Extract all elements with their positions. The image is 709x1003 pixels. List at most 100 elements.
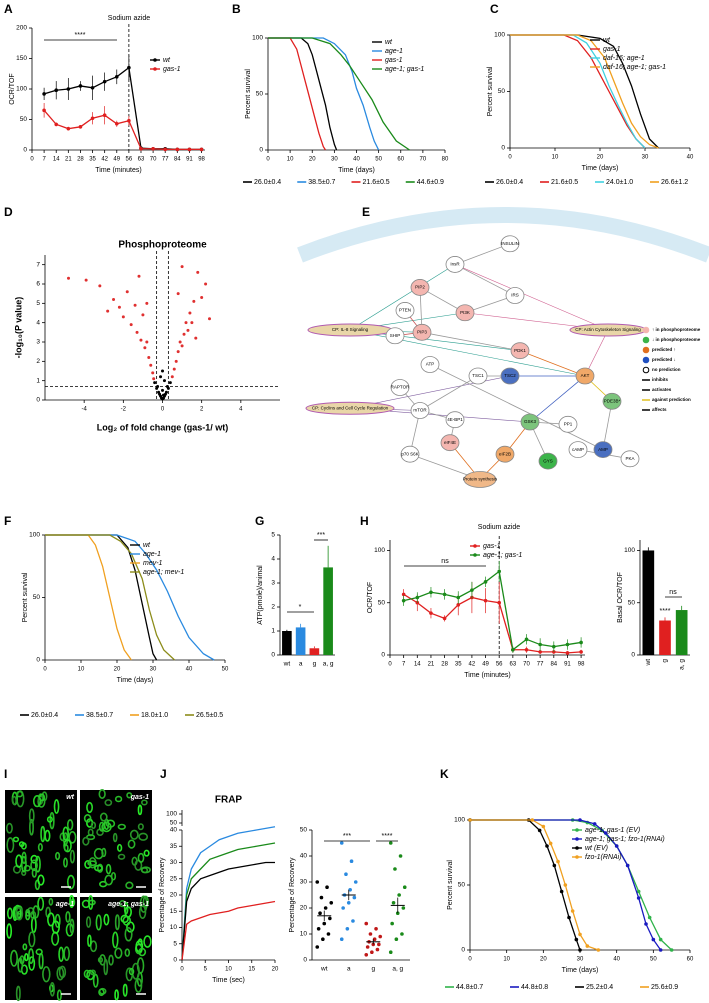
node-label: PKA bbox=[625, 456, 634, 461]
y-tick-label: 100 bbox=[252, 35, 263, 42]
mitochondria bbox=[22, 943, 28, 951]
y-axis-label: Percent survival bbox=[22, 572, 29, 622]
legend-label: age-1; gas-1 (EV) bbox=[585, 827, 640, 834]
mitochondria bbox=[117, 823, 126, 830]
bar bbox=[675, 610, 688, 655]
point bbox=[315, 880, 320, 884]
point bbox=[370, 950, 374, 954]
edge bbox=[529, 375, 586, 423]
mitochondria bbox=[134, 978, 143, 993]
point bbox=[170, 375, 174, 379]
point bbox=[524, 647, 529, 652]
x-tick-label: 40 bbox=[353, 157, 360, 163]
y-tick-label: 0 bbox=[36, 397, 40, 404]
x-tick-label: 14 bbox=[414, 662, 421, 668]
node-label: ATP bbox=[426, 362, 434, 367]
x-tick-label: a, g bbox=[678, 659, 685, 670]
point bbox=[135, 330, 139, 334]
mitochondria bbox=[86, 801, 94, 814]
mitochondria bbox=[25, 911, 31, 921]
y-tick-label: 2 bbox=[36, 358, 40, 365]
y-tick-label: 50 bbox=[256, 91, 264, 98]
mitochondria bbox=[131, 962, 140, 980]
mitochondria bbox=[58, 946, 65, 962]
y-tick-label: 0 bbox=[501, 145, 505, 152]
point bbox=[190, 321, 194, 325]
x-axis-label: Time (days) bbox=[338, 167, 375, 174]
x-tick-label: 0 bbox=[161, 407, 165, 413]
x-tick-label: 42 bbox=[101, 157, 108, 163]
y-axis-label: Percent survival bbox=[487, 66, 494, 116]
point bbox=[133, 303, 137, 307]
x-tick-label: 10 bbox=[225, 967, 232, 973]
mitochondria bbox=[28, 931, 36, 948]
x-tick-label: 10 bbox=[78, 667, 85, 673]
node bbox=[468, 367, 488, 385]
mitochondria bbox=[82, 836, 90, 846]
node bbox=[445, 256, 465, 273]
point bbox=[368, 932, 373, 936]
point bbox=[139, 338, 143, 342]
point bbox=[429, 611, 433, 615]
mitochondria bbox=[117, 853, 126, 860]
median-label: 21.6±0.5 bbox=[551, 179, 578, 186]
mitochondria bbox=[69, 894, 75, 909]
legend-label: fzo-1(RNAi) bbox=[585, 854, 622, 861]
panel-letter: D bbox=[4, 205, 13, 219]
point bbox=[196, 270, 200, 274]
x-tick-label: 4 bbox=[239, 407, 243, 413]
point bbox=[84, 278, 88, 282]
series-line bbox=[181, 842, 276, 961]
mitochondria bbox=[63, 857, 68, 868]
series-line bbox=[510, 34, 659, 149]
point bbox=[578, 818, 582, 822]
series-line bbox=[43, 109, 202, 151]
point bbox=[364, 921, 369, 926]
point bbox=[316, 927, 321, 931]
node-label: PI3K bbox=[460, 310, 470, 315]
legend-marker bbox=[575, 846, 579, 850]
x-tick-label: wt bbox=[645, 659, 652, 667]
y-tick-label: 10 bbox=[170, 924, 178, 931]
point bbox=[90, 85, 95, 90]
mitochondria bbox=[56, 966, 65, 981]
image-label: age-1 bbox=[56, 901, 74, 908]
annotation: *** bbox=[343, 833, 351, 840]
legend-marker bbox=[642, 336, 650, 344]
y-tick-label: 1 bbox=[36, 377, 40, 384]
mitochondria bbox=[140, 866, 151, 874]
mitochondria bbox=[15, 985, 21, 1002]
mitochondria bbox=[125, 881, 134, 890]
point bbox=[143, 346, 147, 350]
y-tick-label: 100 bbox=[454, 817, 465, 824]
node-label: eIF2B bbox=[499, 451, 511, 456]
x-tick-label: 30 bbox=[331, 157, 338, 163]
mitochondria bbox=[98, 789, 106, 799]
point bbox=[415, 595, 420, 600]
x-tick-label: 70 bbox=[420, 157, 427, 163]
series-line bbox=[403, 570, 582, 651]
mitochondria bbox=[104, 874, 114, 886]
legend-marker bbox=[575, 828, 579, 832]
mitochondria bbox=[101, 847, 107, 858]
node bbox=[558, 415, 578, 433]
bar bbox=[295, 627, 306, 655]
y-tick-label: 20 bbox=[300, 905, 308, 912]
point bbox=[319, 895, 324, 900]
point bbox=[137, 274, 141, 278]
mitochondria bbox=[15, 906, 24, 921]
mitochondria bbox=[138, 905, 147, 919]
point bbox=[127, 118, 131, 123]
legend-marker bbox=[575, 837, 579, 841]
point bbox=[372, 937, 377, 941]
legend-label: daf-16; age-1 bbox=[603, 55, 645, 62]
point bbox=[161, 393, 165, 397]
y-tick-label: 0 bbox=[303, 957, 307, 964]
point bbox=[651, 937, 656, 942]
point bbox=[388, 841, 393, 845]
point bbox=[325, 885, 329, 889]
y-tick-label: 50 bbox=[378, 599, 386, 606]
mitochondria bbox=[51, 920, 60, 934]
mitochondria bbox=[63, 946, 71, 962]
mitochondria bbox=[122, 983, 128, 997]
